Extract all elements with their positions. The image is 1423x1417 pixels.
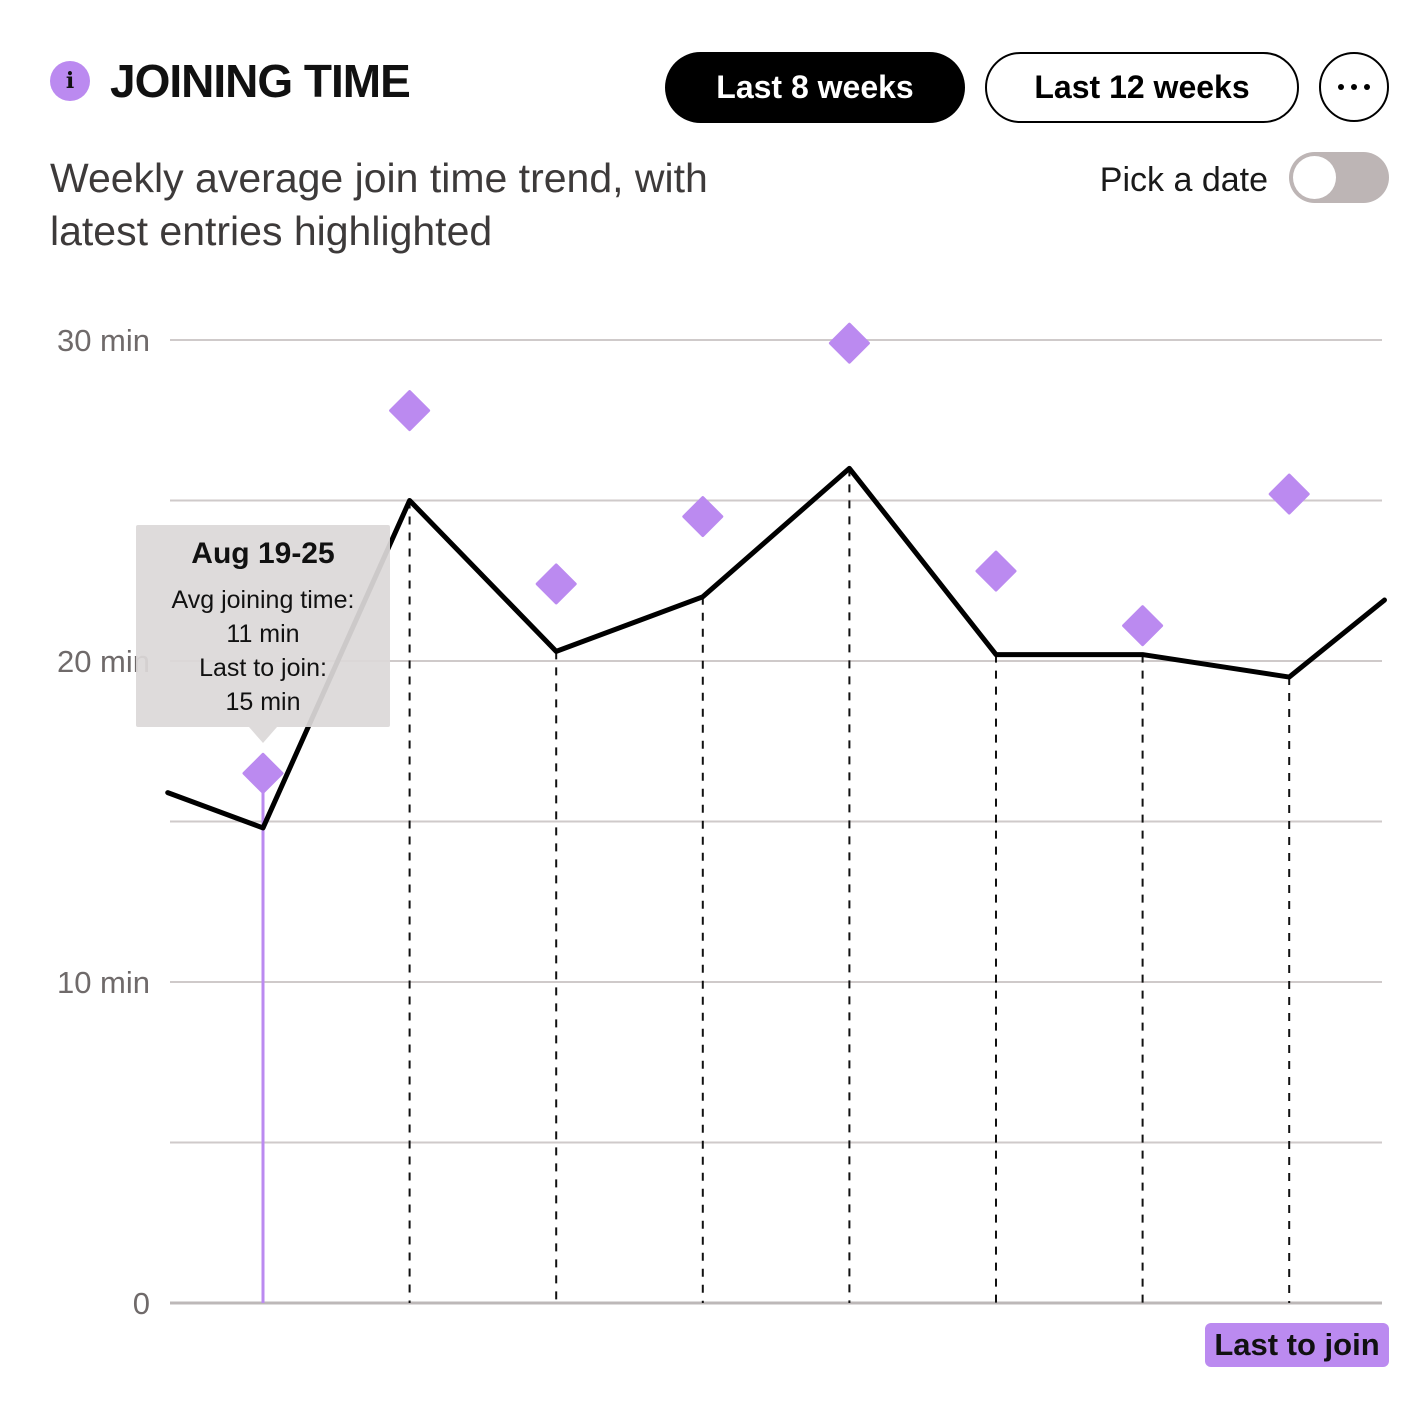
pick-date-label: Pick a date: [1099, 161, 1268, 199]
tooltip-title: Aug 19-25: [191, 537, 335, 570]
y-tick-label: 10 min: [57, 965, 150, 1000]
more-dot: [1364, 84, 1370, 90]
tooltip-last-label: Last to join:: [199, 654, 327, 682]
y-tick-label: 30 min: [57, 323, 150, 358]
chart-header: i JOINING TIME: [50, 55, 411, 107]
last-to-join-marker: [682, 496, 724, 538]
tooltip-last-value: 15 min: [225, 688, 301, 716]
y-tick-label: 0: [133, 1286, 150, 1321]
last-8-weeks-button[interactable]: Last 8 weeks: [665, 52, 965, 123]
last-to-join-marker: [389, 390, 431, 432]
pick-date-toggle[interactable]: [1289, 152, 1389, 203]
more-dot: [1338, 84, 1344, 90]
last-12-weeks-button[interactable]: Last 12 weeks: [985, 52, 1299, 123]
chart-title: JOINING TIME: [110, 55, 411, 107]
toggle-knob: [1293, 156, 1336, 199]
last-to-join-marker: [535, 563, 577, 605]
more-dot: [1351, 84, 1357, 90]
legend-last-to-join[interactable]: Last to join: [1205, 1323, 1389, 1367]
last-to-join-marker: [1122, 605, 1164, 647]
chart-tooltip: Aug 19-25 Avg joining time: 11 min Last …: [136, 525, 390, 743]
last-to-join-marker: [975, 550, 1017, 592]
y-tick-label: 20 min: [57, 644, 150, 679]
last-to-join-marker: [1268, 473, 1310, 515]
last-to-join-marker: [242, 752, 284, 794]
chart-subtitle: Weekly average join time trend, with lat…: [50, 155, 708, 254]
tooltip-avg-value: 11 min: [226, 620, 300, 648]
tooltip-avg-label: Avg joining time:: [171, 586, 355, 614]
last-to-join-marker: [828, 322, 870, 364]
more-icon[interactable]: [1319, 52, 1389, 122]
info-icon[interactable]: i: [50, 61, 90, 101]
